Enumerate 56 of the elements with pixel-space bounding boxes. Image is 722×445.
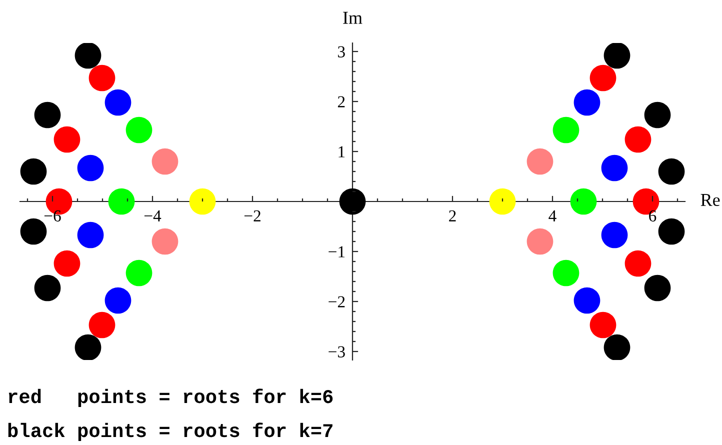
point [604, 43, 630, 69]
point [604, 334, 630, 360]
point [489, 188, 516, 215]
y-axis-title: Im [343, 12, 362, 24]
point [601, 154, 628, 182]
point [658, 158, 685, 185]
point [570, 188, 597, 215]
point [601, 222, 628, 248]
point [590, 64, 616, 92]
point [552, 116, 580, 144]
point [574, 89, 600, 116]
point [189, 188, 216, 215]
point [658, 218, 685, 245]
y-tick-label: 2 [338, 96, 345, 108]
point [644, 274, 671, 302]
text: black points = roots for k=7 [8, 422, 332, 442]
point [624, 250, 652, 277]
y-tick-label: 3 [338, 46, 345, 58]
point [77, 222, 104, 248]
x-tick-label: −2 [244, 210, 260, 222]
point [339, 188, 366, 215]
point [526, 148, 554, 175]
point [126, 260, 152, 286]
x-tick-label: −4 [144, 210, 162, 222]
x-tick-label: 2 [449, 210, 456, 222]
y-tick-label: −2 [328, 296, 345, 308]
y-tick-label: −3 [328, 346, 345, 358]
point [152, 228, 178, 255]
point [34, 274, 61, 302]
point [54, 126, 80, 153]
point [54, 250, 80, 277]
y-tick-label: −1 [328, 246, 345, 258]
point [152, 148, 178, 175]
point [88, 312, 116, 338]
point [624, 126, 652, 153]
point [34, 102, 61, 128]
point [126, 116, 152, 144]
text: red points = roots for k=6 [8, 388, 333, 408]
point [552, 260, 580, 286]
point [526, 228, 554, 255]
point [644, 102, 671, 128]
point [88, 64, 116, 92]
point [108, 188, 135, 215]
point [104, 89, 132, 116]
x-axis-title: Re [700, 194, 720, 206]
point [590, 312, 616, 338]
x-tick-label: −6 [44, 210, 61, 222]
point [104, 287, 132, 314]
y-tick-label: 1 [338, 146, 345, 158]
point [20, 158, 47, 185]
point [74, 43, 102, 69]
x-tick-label: 6 [649, 210, 656, 222]
point [574, 287, 600, 314]
point [77, 154, 104, 182]
x-tick-label: 4 [548, 210, 556, 222]
point [74, 334, 102, 360]
